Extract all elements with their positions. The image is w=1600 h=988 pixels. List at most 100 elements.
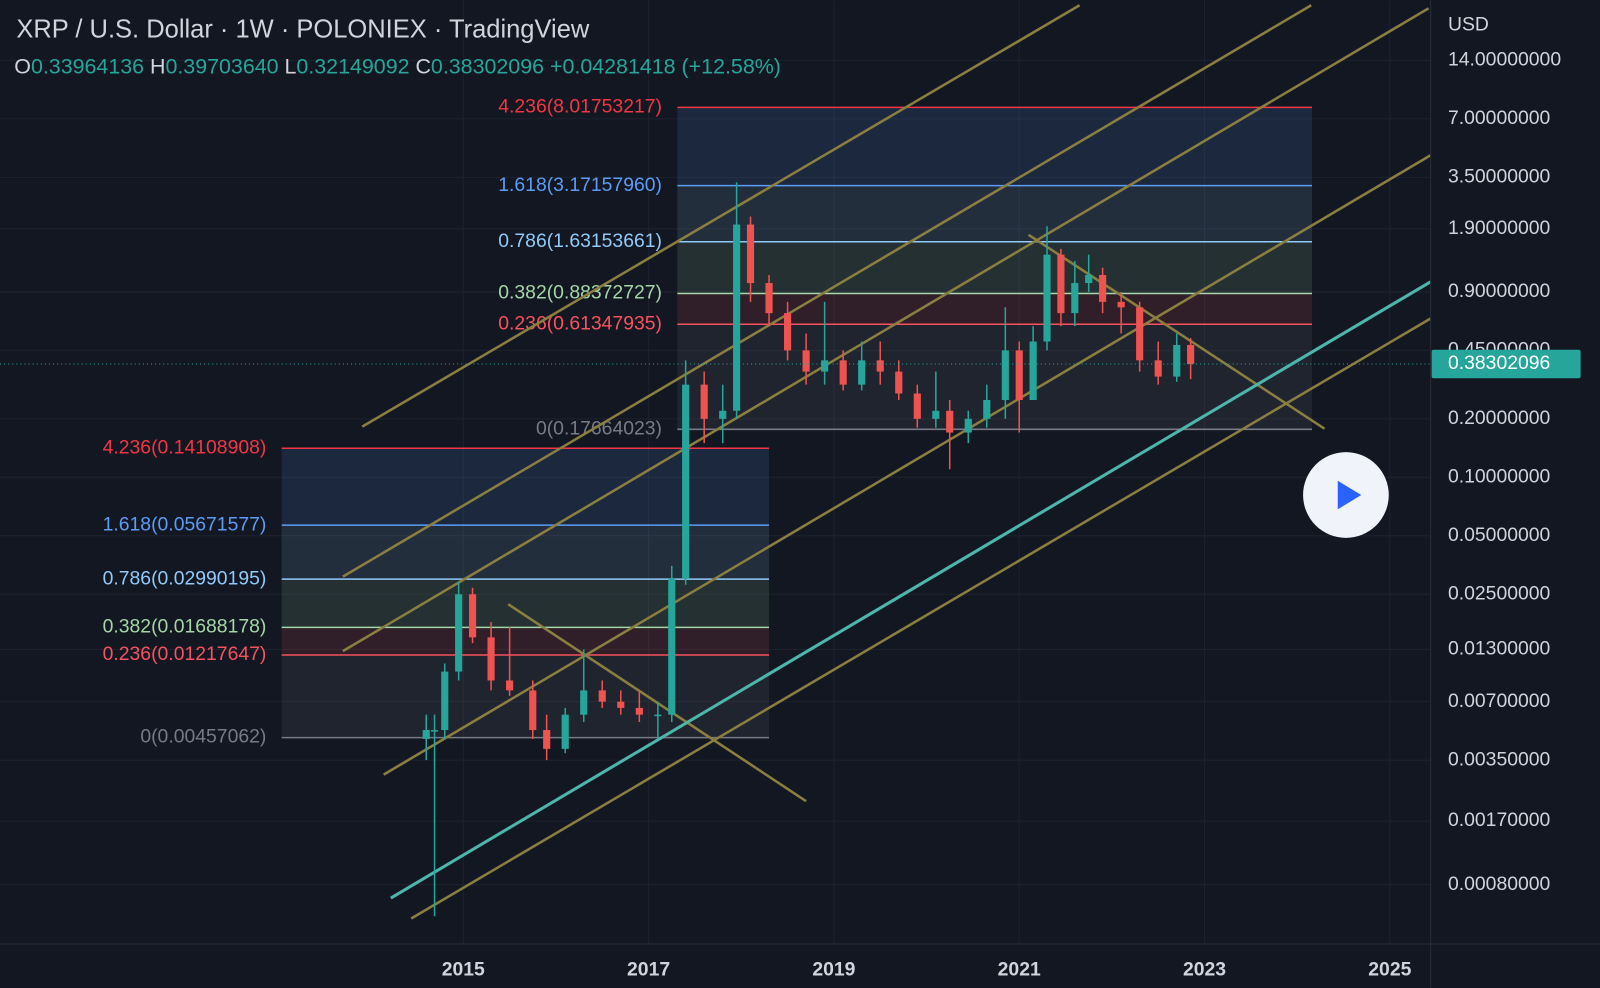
axes: 14.00000000 7.00000000 3.50000000 1.9000000… <box>0 49 1581 981</box>
candle-body <box>1136 307 1144 361</box>
candle-body <box>441 671 449 731</box>
candle-body <box>765 283 773 314</box>
candle-body <box>422 730 430 739</box>
candle-body <box>1043 254 1051 342</box>
y-tick-label: 7.00000000 <box>1448 107 1551 129</box>
candle-body <box>1099 275 1107 302</box>
ohlc-label: O <box>14 54 31 78</box>
candle-body <box>1187 344 1195 365</box>
candle-body <box>964 418 972 433</box>
x-tick-label: 2021 <box>998 959 1041 981</box>
ohlc-header: O0.33964136 H0.39703640 L0.32149092 C0.3… <box>14 54 781 78</box>
y-tick-label: 0.00700000 <box>1448 690 1551 712</box>
y-tick-label: 0.10000000 <box>1448 465 1551 487</box>
fib-band <box>281 654 770 738</box>
candle-body <box>913 393 921 419</box>
candle-body <box>839 360 847 385</box>
candle-body <box>983 400 991 419</box>
candle-body <box>487 637 495 681</box>
ohlc-value: 0.32149092 <box>296 54 409 78</box>
candle-body <box>858 360 866 385</box>
currency-label: USD <box>1448 14 1489 36</box>
y-tick-label: 0.90000000 <box>1448 280 1551 302</box>
trend-line <box>342 4 1312 578</box>
fib-label: 4.236(0.14108908) <box>103 436 267 458</box>
candle-body <box>682 384 690 579</box>
candle-body <box>784 313 792 351</box>
fib-label: 1.618(0.05671577) <box>103 513 267 535</box>
x-tick-label: 2023 <box>1183 959 1226 981</box>
y-tick-label: 0.01300000 <box>1448 638 1551 660</box>
fib-label: 1.618(3.17157960) <box>498 174 662 196</box>
trend-line <box>390 280 1432 900</box>
fib-label: 0.236(0.61347935) <box>498 312 662 334</box>
fib-label: 0.786(1.63153661) <box>498 230 662 252</box>
candle-body <box>468 594 477 638</box>
candle-body <box>543 730 551 749</box>
candle-body <box>802 350 810 372</box>
ohlc-change-pct: (+12.58%) <box>682 54 781 78</box>
play-button[interactable] <box>1303 452 1389 538</box>
fib-band <box>677 293 1313 325</box>
fib-label: 0.786(0.02990195) <box>103 567 267 589</box>
y-tick-label: 3.50000000 <box>1448 165 1551 187</box>
y-tick-label: 14.00000000 <box>1448 49 1561 71</box>
y-tick-label: 0.02500000 <box>1448 582 1551 604</box>
fib-label: 0.382(0.01688178) <box>103 616 267 638</box>
ohlc-label: L <box>285 54 297 78</box>
candle-body <box>561 714 569 749</box>
ohlc-label: H <box>150 54 165 78</box>
candle-body <box>719 410 727 419</box>
x-tick-label: 2025 <box>1368 959 1411 981</box>
candle-body <box>617 701 625 708</box>
candle-body <box>895 371 903 394</box>
y-tick-label: 0.00080000 <box>1448 873 1551 895</box>
candle-body <box>529 690 537 731</box>
candle-body <box>598 690 606 702</box>
fib-label: 0.382(0.88372727) <box>498 282 662 304</box>
candle-body <box>455 594 463 672</box>
fib-label: 0.236(0.01217647) <box>103 643 267 665</box>
play-icon[interactable] <box>1337 480 1362 510</box>
trend-line <box>383 154 1432 776</box>
candle-body <box>946 410 954 433</box>
ohlc-label: C <box>415 54 430 78</box>
x-tick-label: 2015 <box>442 959 485 981</box>
candles <box>422 182 1195 917</box>
grid <box>0 0 1431 944</box>
candle-body <box>506 680 514 691</box>
candle-body <box>654 714 662 717</box>
x-tick-label: 2019 <box>812 959 855 981</box>
y-tick-label: 1.90000000 <box>1448 217 1551 239</box>
y-tick-label: 0.00170000 <box>1448 809 1551 831</box>
trend-line <box>410 317 1432 920</box>
fib-band <box>281 627 770 655</box>
trend-lines <box>342 4 1432 920</box>
fib-label: 0(0.17664023) <box>536 417 662 439</box>
last-price-box <box>1431 349 1581 379</box>
candle-body <box>430 730 439 732</box>
x-tick-label: 2017 <box>627 959 670 981</box>
candle-body <box>1071 283 1079 314</box>
candle-body <box>1173 344 1181 377</box>
candle-body <box>932 410 940 419</box>
candle-body <box>1029 341 1037 401</box>
candle-body <box>876 360 884 372</box>
fib-band <box>677 107 1313 186</box>
y-tick-label: 0.20000000 <box>1448 407 1551 429</box>
fib-band <box>281 579 770 628</box>
candle-body <box>733 224 741 411</box>
candle-body <box>635 707 643 715</box>
ohlc-value: 0.38302096 <box>431 54 544 78</box>
y-tick-label: 0.05000000 <box>1448 524 1551 546</box>
fib-label: 0(0.00457062) <box>140 726 266 748</box>
fib-band <box>677 241 1313 294</box>
ohlc-value: 0.39703640 <box>165 54 278 78</box>
ohlc-value: 0.33964136 <box>31 54 144 78</box>
candle-body <box>1085 275 1093 284</box>
trend-line <box>361 4 1081 428</box>
last-price-label: 0.38302096 <box>1448 352 1550 374</box>
fib-band <box>281 448 770 526</box>
